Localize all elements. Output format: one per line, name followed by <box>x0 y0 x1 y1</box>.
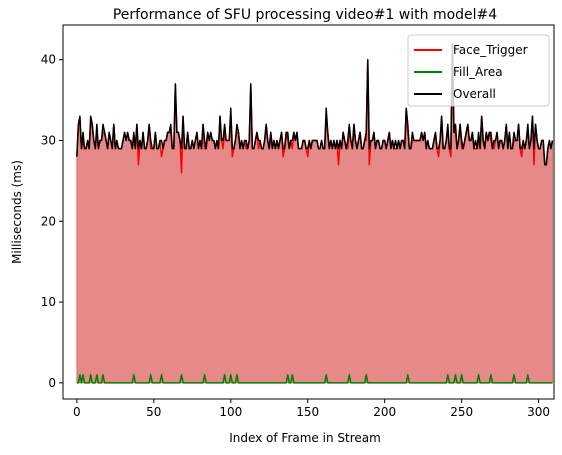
x-axis-label: Index of Frame in Stream <box>229 431 381 445</box>
series-line-overall <box>76 42 554 166</box>
series-line-fill-area <box>76 374 553 384</box>
legend-label-face-trigger: Face_Trigger <box>453 43 528 57</box>
y-tick-label: 0 <box>48 376 56 390</box>
y-axis: 0 10 20 30 40 <box>41 53 63 390</box>
x-tick-label: 250 <box>450 405 473 419</box>
x-tick-label: 300 <box>527 405 550 419</box>
y-axis-label: Milliseconds (ms) <box>10 160 24 264</box>
plot-frame <box>62 24 555 400</box>
legend-label-fill-area: Fill_Area <box>453 65 503 79</box>
y-tick-label: 40 <box>41 53 56 67</box>
legend: Face_Trigger Fill_Area Overall <box>407 34 550 107</box>
y-tick-label: 20 <box>41 214 56 228</box>
x-tick-label: 0 <box>73 405 81 419</box>
y-tick-label: 10 <box>41 295 56 309</box>
legend-box <box>407 34 550 107</box>
x-tick-label: 50 <box>146 405 161 419</box>
chart-title: Performance of SFU processing video#1 wi… <box>113 7 497 23</box>
x-tick-label: 100 <box>219 405 242 419</box>
x-tick-label: 150 <box>296 405 319 419</box>
x-tick-label: 200 <box>373 405 396 419</box>
plot-area <box>76 42 554 384</box>
x-axis: 0 50 100 150 200 250 300 <box>73 399 550 419</box>
y-tick-label: 30 <box>41 134 56 148</box>
legend-label-overall: Overall <box>453 87 496 101</box>
